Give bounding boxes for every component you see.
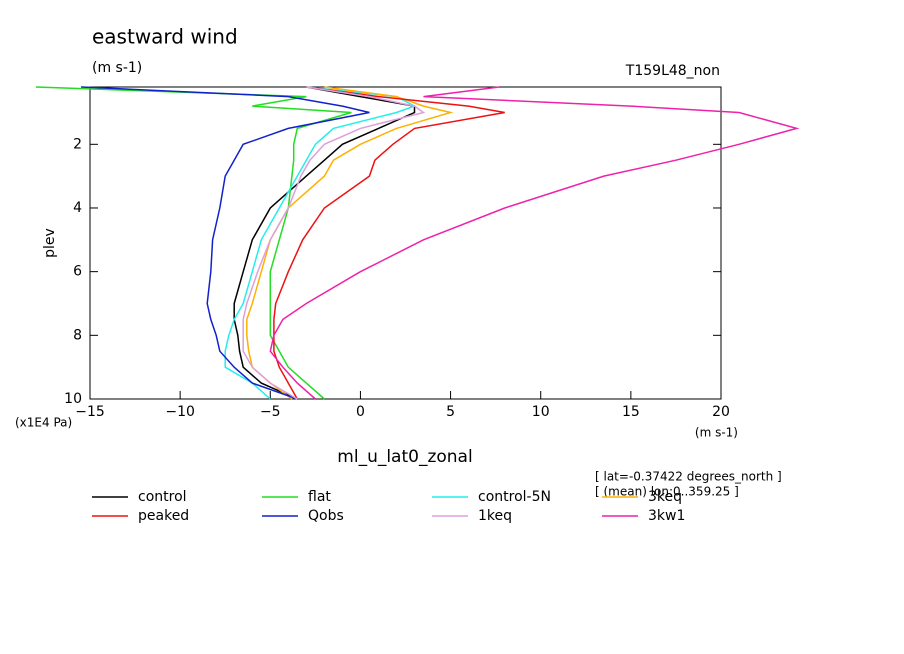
- y-tick-label: 8: [73, 327, 82, 343]
- profile-line: [242, 86, 426, 400]
- profile-line: [224, 86, 417, 400]
- legend-label: control-5N: [478, 489, 551, 505]
- legend-label: control: [138, 489, 187, 505]
- legend-label: 3keq: [648, 489, 682, 505]
- x-tick-label: 20: [712, 404, 730, 420]
- x-tick-label: −10: [165, 404, 195, 420]
- x-tick-label: −5: [260, 404, 281, 420]
- legend-label: flat: [308, 489, 331, 505]
- run-label: T159L48_non: [625, 63, 720, 79]
- x-tick-label: 15: [622, 404, 640, 420]
- profile-line: [273, 86, 505, 400]
- y-tick-label: 2: [73, 136, 82, 152]
- chart-subtitle: (m s-1): [92, 60, 142, 76]
- y-axis-unit: (x1E4 Pa): [15, 416, 72, 430]
- profile-line: [233, 86, 416, 400]
- legend-label: 1keq: [478, 508, 512, 524]
- x-axis-label: ml_u_lat0_zonal: [337, 447, 472, 467]
- profile-line: [80, 86, 370, 400]
- plot-frame: [89, 86, 722, 400]
- y-tick-label: 6: [73, 264, 82, 280]
- y-tick-label: 10: [64, 391, 82, 407]
- legend-label: 3kw1: [648, 508, 685, 524]
- profile-line: [269, 86, 800, 400]
- x-tick-label: 10: [532, 404, 550, 420]
- x-tick-label: −15: [75, 404, 105, 420]
- legend-label: peaked: [138, 508, 189, 524]
- x-tick-label: 5: [446, 404, 455, 420]
- y-tick-label: 4: [73, 200, 82, 216]
- annotation: [ lat=-0.37422 degrees_north ]: [595, 470, 782, 484]
- annotation: [ (mean) lon:0..359.25 ]: [595, 485, 739, 499]
- x-tick-label: 0: [356, 404, 365, 420]
- y-axis-label: plev: [42, 228, 58, 258]
- x-axis-unit: (m s-1): [695, 426, 738, 440]
- legend-label: Qobs: [308, 508, 344, 524]
- profile-line: [35, 86, 352, 400]
- chart-title: eastward wind: [92, 25, 238, 49]
